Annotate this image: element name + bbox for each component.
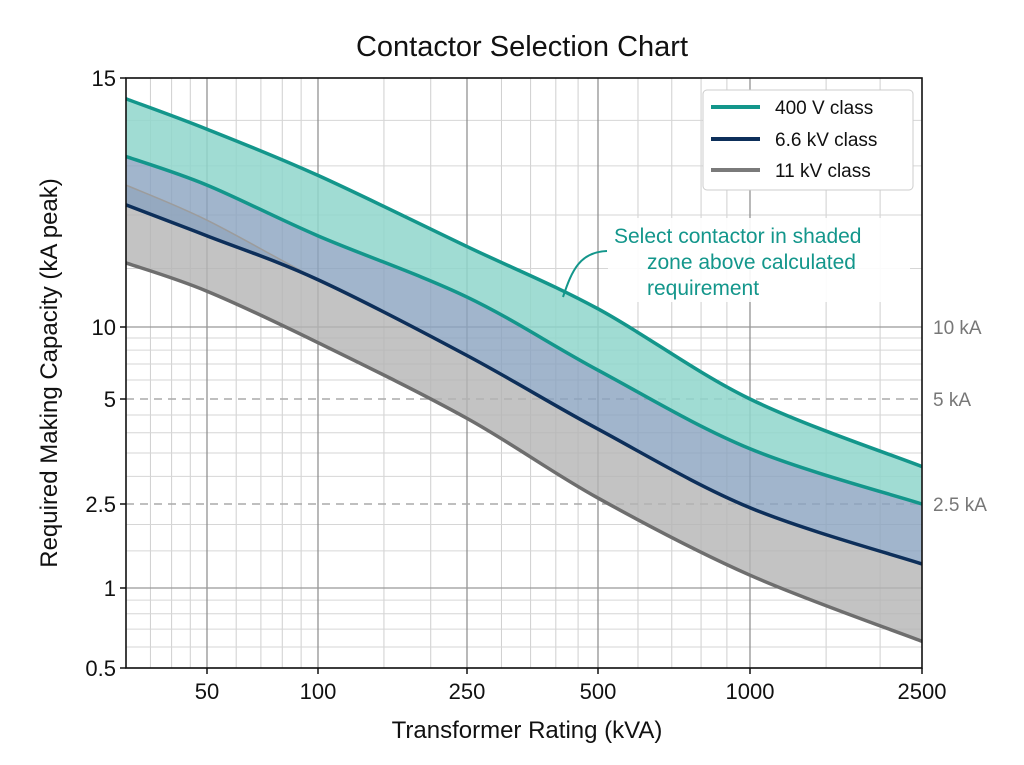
- legend-label-11kv: 11 kV class: [775, 161, 871, 182]
- legend-box: [702, 89, 914, 191]
- annotation: Select contactor in shaded zone above ca…: [562, 218, 910, 302]
- x-tick-label: 500: [580, 679, 617, 704]
- annotation-leader: [562, 250, 608, 298]
- annotation-line-3: requirement: [647, 277, 759, 300]
- y-tick-label: 0.5: [85, 656, 116, 681]
- annotation-line-1: Select contactor in shaded: [614, 225, 862, 248]
- legend: 400 V class 6.6 kV class 11 kV class: [702, 89, 914, 191]
- x-axis-label: Transformer Rating (kVA): [392, 717, 663, 744]
- reference-labels: 10 kA 5 kA 2.5 kA: [933, 318, 987, 516]
- annotation-line-2: zone above calculated: [647, 251, 856, 274]
- x-axis: 50 100 250 500 1000 2500: [195, 668, 947, 704]
- x-tick-label: 1000: [726, 679, 775, 704]
- bands: [126, 98, 922, 642]
- y-tick-label: 15: [92, 66, 116, 91]
- y-tick-label: 2.5: [85, 492, 116, 517]
- line-11kv-lower: [125, 261, 923, 643]
- y-tick-label: 10: [92, 315, 116, 340]
- line-400v-lower: [125, 154, 923, 506]
- y-tick-label: 5: [104, 387, 116, 412]
- band-6.6-kv-class: [126, 156, 922, 564]
- plot-frame: [125, 77, 923, 669]
- band-11-kv-class: [126, 185, 922, 642]
- series-lines: [125, 97, 923, 643]
- line-400v-upper: [125, 97, 923, 469]
- x-tick-label: 50: [195, 679, 219, 704]
- legend-label-6.6kv: 6.6 kV class: [775, 130, 877, 151]
- legend-label-400v: 400 V class: [775, 98, 873, 119]
- x-tick-label: 2500: [898, 679, 947, 704]
- reference-label: 10 kA: [933, 318, 982, 339]
- chart-title: Contactor Selection Chart: [356, 31, 688, 63]
- reference-label: 2.5 kA: [933, 495, 987, 516]
- y-axis-label: Required Making Capacity (kA peak): [36, 178, 63, 568]
- band-400-v-class: [126, 98, 922, 504]
- line-6.6kv: [125, 203, 923, 566]
- reference-label: 5 kA: [933, 390, 971, 411]
- x-tick-label: 100: [300, 679, 337, 704]
- y-tick-label: 1: [104, 576, 116, 601]
- y-axis: 15 10 5 2.5 1 0.5: [85, 66, 126, 681]
- x-tick-label: 250: [449, 679, 486, 704]
